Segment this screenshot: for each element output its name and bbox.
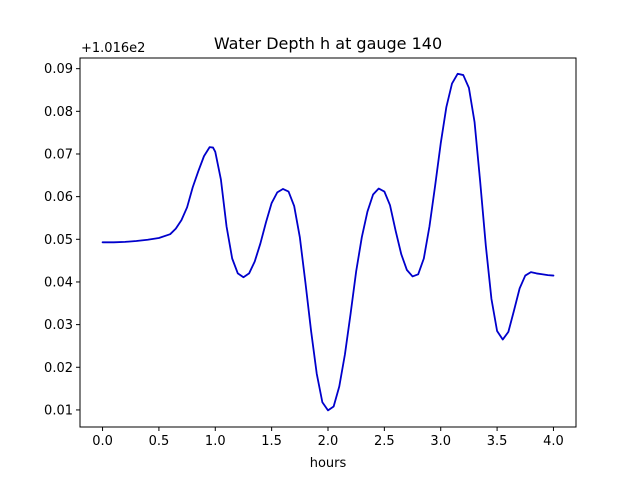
y-tick-label: 0.04 [44, 275, 73, 290]
y-tick-label: 0.07 [44, 147, 73, 162]
x-axis-label: hours [310, 456, 347, 471]
y-axis-offset-label: +1.016e2 [81, 41, 145, 56]
y-axis-ticks: 0.01 0.02 0.03 0.04 0.05 0.06 0.07 0.08 0.09 [44, 62, 80, 418]
chart-title: Water Depth h at gauge 140 [214, 34, 442, 53]
y-tick-label: 0.02 [44, 361, 73, 376]
x-tick-label: 2.0 [318, 434, 339, 449]
y-tick-label: 0.03 [44, 318, 73, 333]
y-tick-label: 0.08 [44, 105, 73, 120]
x-tick-label: 4.0 [543, 434, 564, 449]
x-tick-label: 0.5 [149, 434, 170, 449]
y-tick-label: 0.06 [44, 190, 73, 205]
y-tick-label: 0.01 [44, 403, 73, 418]
x-tick-label: 1.5 [261, 434, 282, 449]
series-line-0 [101, 72, 555, 412]
x-axis-ticks: 0.0 0.5 1.0 1.5 2.0 2.5 3.0 3.5 4.0 [92, 427, 564, 449]
x-tick-label: 3.0 [430, 434, 451, 449]
x-tick-label: 0.0 [92, 434, 113, 449]
x-tick-label: 1.0 [205, 434, 226, 449]
y-tick-label: 0.05 [44, 233, 73, 248]
y-tick-label: 0.09 [44, 62, 73, 77]
x-tick-label: 2.5 [374, 434, 395, 449]
x-tick-label: 3.5 [487, 434, 508, 449]
